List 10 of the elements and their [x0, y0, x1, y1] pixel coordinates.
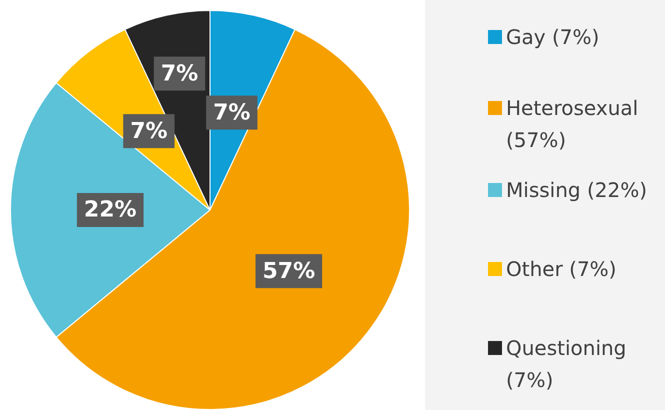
legend-label: Missing (22%): [506, 177, 647, 204]
legend-label: Other (7%): [506, 256, 616, 283]
legend-label: Gay (7%): [506, 24, 600, 51]
data-label: 7%: [160, 61, 198, 86]
legend-label: Questioning (7%): [506, 335, 628, 394]
data-label: 7%: [213, 100, 250, 126]
legend-label: Heterosexual (57%): [506, 95, 640, 154]
data-label: 7%: [130, 118, 168, 144]
data-label: 22%: [84, 198, 137, 223]
data-label: 57%: [262, 258, 316, 284]
